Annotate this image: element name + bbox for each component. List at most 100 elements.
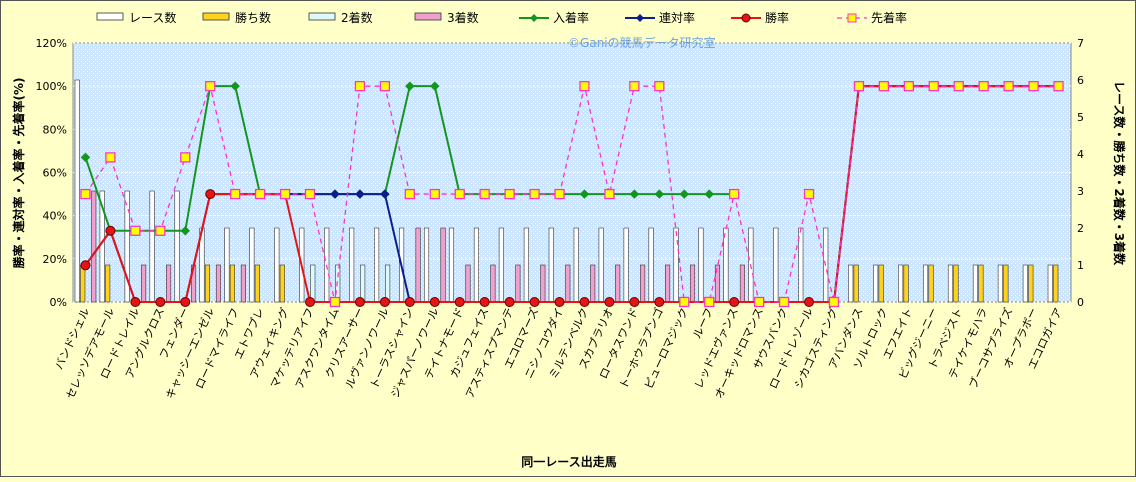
marker-先着率 xyxy=(155,225,166,236)
marker-先着率 xyxy=(1028,81,1039,92)
marker-先着率 xyxy=(753,296,765,308)
bar-レース数 xyxy=(523,227,529,303)
bar-勝ち数 xyxy=(903,264,909,303)
legend-swatch xyxy=(202,12,230,21)
marker-勝率 xyxy=(454,297,465,307)
bar-レース数 xyxy=(997,264,1003,303)
bar-レース数 xyxy=(648,227,654,303)
bar-勝ち数 xyxy=(978,264,984,303)
marker-先着率 xyxy=(80,188,91,200)
marker-連対率 xyxy=(380,189,390,199)
bar-レース数 xyxy=(374,227,380,303)
marker-勝率 xyxy=(105,225,116,236)
left-tick-label: 60% xyxy=(43,167,67,180)
marker-先着率 xyxy=(329,296,341,308)
bar-レース数 xyxy=(149,190,155,303)
legend-swatch xyxy=(414,12,442,21)
marker-先着率 xyxy=(429,188,440,200)
right-tick-label: 1 xyxy=(1077,259,1084,272)
right-tick-label: 2 xyxy=(1077,222,1084,235)
bar-3着数 xyxy=(141,264,147,303)
bar-3着数 xyxy=(515,264,521,303)
bar-勝ち数 xyxy=(878,264,884,303)
bar-レース数 xyxy=(74,79,80,303)
marker-連対率 xyxy=(355,189,365,199)
left-tick-label: 100% xyxy=(36,80,67,93)
bar-3着数 xyxy=(540,264,546,303)
marker-先着率 xyxy=(379,81,391,92)
marker-先着率 xyxy=(1053,81,1064,92)
bar-レース数 xyxy=(922,264,929,303)
category-labels: バンドシェルセレッソデアモールロードトレイルアングルクロスフェンダーキャッシーエ… xyxy=(52,305,1065,401)
marker-先着率 xyxy=(778,296,790,308)
bar-レース数 xyxy=(947,264,954,303)
bar-レース数 xyxy=(873,264,879,303)
bar-レース数 xyxy=(124,190,130,303)
marker-先着率 xyxy=(803,188,815,200)
marker-先着率 xyxy=(479,188,490,200)
marker-勝率 xyxy=(504,297,515,307)
marker-先着率 xyxy=(878,81,890,92)
marker-先着率 xyxy=(105,152,116,163)
marker-入着率 xyxy=(679,189,689,199)
bar-レース数 xyxy=(673,227,679,303)
marker-先着率 xyxy=(729,188,740,200)
marker-先着率 xyxy=(304,188,316,200)
marker-勝率 xyxy=(130,297,141,307)
left-tick-label: 120% xyxy=(36,37,67,50)
legend-label: レース数 xyxy=(129,10,176,25)
bar-レース数 xyxy=(972,264,978,303)
marker-勝率 xyxy=(80,260,91,271)
bar-勝ち数 xyxy=(1003,264,1009,303)
bar-レース数 xyxy=(723,227,729,303)
bar-レース数 xyxy=(448,227,455,303)
category-label: ルーフ xyxy=(690,306,715,341)
marker-先着率 xyxy=(254,188,266,200)
bar-レース数 xyxy=(498,227,504,303)
legend-label: 3着数 xyxy=(447,10,479,25)
bar-3着数 xyxy=(91,190,97,303)
left-axis: 0% 20% 40% 60% 80% 100% 120% xyxy=(36,37,67,309)
bar-3着数 xyxy=(440,227,446,303)
bar-レース数 xyxy=(698,227,704,303)
bar-レース数 xyxy=(423,227,430,303)
bar-レース数 xyxy=(548,227,554,303)
watermark: ©Ganiの競馬データ研究室 xyxy=(568,35,716,50)
bar-勝ち数 xyxy=(1053,264,1059,303)
bar-3着数 xyxy=(689,264,696,303)
left-tick-label: 0% xyxy=(50,296,67,309)
bar-レース数 xyxy=(1022,264,1028,303)
marker-先着率 xyxy=(903,81,914,92)
marker-先着率 xyxy=(529,188,540,200)
marker-入着率 xyxy=(629,189,640,199)
bar-勝ち数 xyxy=(254,264,260,303)
bar-レース数 xyxy=(349,227,355,303)
bar-レース数 xyxy=(174,190,180,303)
right-tick-label: 5 xyxy=(1077,111,1084,124)
bar-3着数 xyxy=(640,264,646,303)
bar-3着数 xyxy=(240,264,246,303)
legend-marker xyxy=(741,13,751,23)
marker-先着率 xyxy=(629,81,640,92)
bar-3着数 xyxy=(490,264,496,303)
marker-入着率 xyxy=(230,81,240,91)
marker-先着率 xyxy=(953,81,964,92)
bar-勝ち数 xyxy=(1028,264,1034,303)
bar-レース数 xyxy=(473,227,479,303)
left-tick-label: 40% xyxy=(43,210,67,223)
legend: レース数 勝ち数 2着数 3着数 入着率 連対率 勝率 先着率 xyxy=(96,10,907,25)
marker-先着率 xyxy=(354,81,366,92)
bar-3着数 xyxy=(565,264,571,303)
bar-勝ち数 xyxy=(204,264,211,303)
bar-勝ち数 xyxy=(80,264,86,303)
marker-勝率 xyxy=(180,297,191,307)
legend-label: 入着率 xyxy=(553,10,589,25)
marker-勝率 xyxy=(554,297,565,307)
marker-先着率 xyxy=(928,81,939,92)
bar-レース数 xyxy=(598,227,604,303)
marker-先着率 xyxy=(130,225,141,236)
marker-先着率 xyxy=(554,188,565,200)
bar-2着数 xyxy=(385,264,391,303)
legend-label: 2着数 xyxy=(341,10,373,25)
